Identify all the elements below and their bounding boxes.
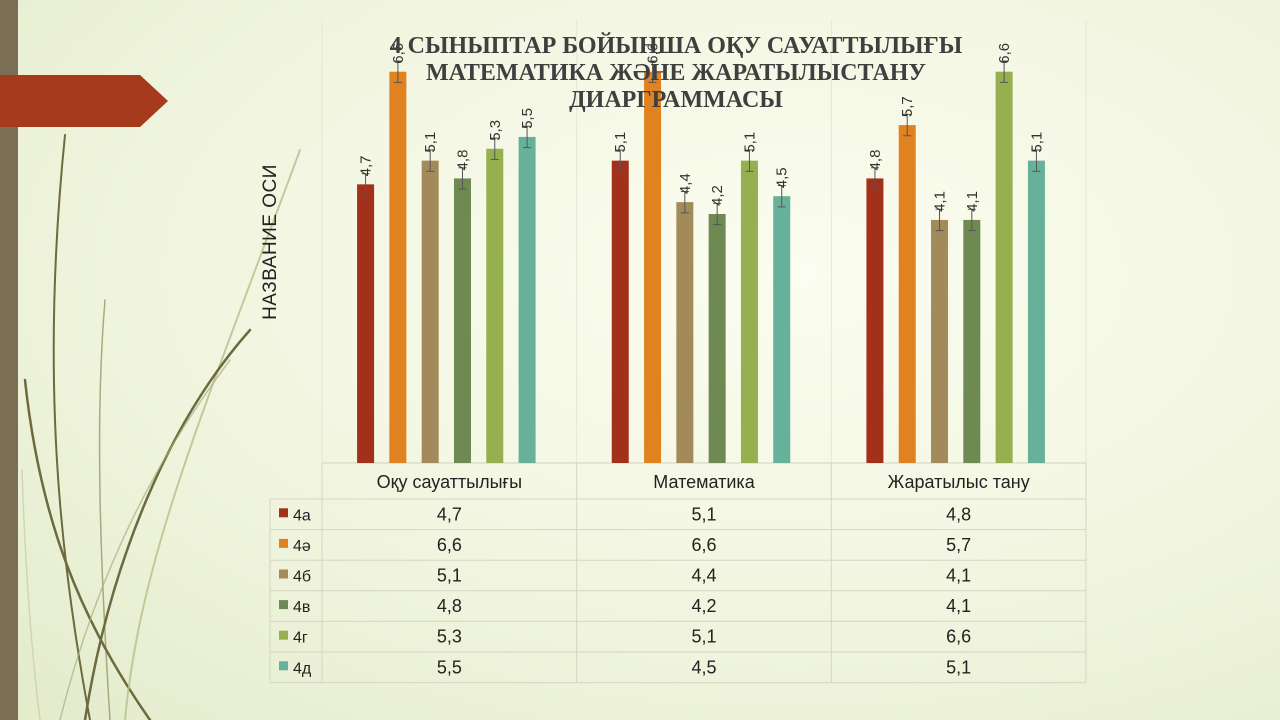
table-cell: 4,7: [437, 504, 462, 524]
red-banner: [0, 75, 168, 127]
chart-title: 4 СЫНЫПТАР БОЙЫНША ОҚУ САУАТТЫЛЫҒЫ МАТЕМ…: [390, 33, 963, 113]
data-label: 5,5: [519, 108, 536, 129]
table-cell: 4,1: [946, 596, 971, 616]
data-label: 4,1: [964, 191, 981, 212]
table-cell: 6,6: [691, 535, 716, 555]
table-cell: 4,8: [437, 596, 462, 616]
table-cell: 4,1: [946, 566, 971, 586]
bar-4г-жаратылыс-тану: [995, 71, 1013, 463]
chart-title-line-3: ДИАРГРАММАСЫ: [569, 87, 783, 113]
data-label: 4,4: [677, 173, 694, 194]
left-accent-stripe: [0, 0, 18, 720]
chart-frame: [321, 20, 1087, 464]
data-label: 4,7: [358, 155, 375, 176]
data-label: 5,1: [422, 132, 439, 153]
bar-4д-математика: [773, 196, 791, 463]
table-row: 4б 5,1 4,4 4,1: [279, 566, 971, 586]
bar-4в-математика: [708, 214, 726, 463]
series-name-4б: 4б: [293, 569, 311, 586]
category-label-жаратылыс-тану: Жаратылыс тану: [888, 472, 1030, 492]
data-label: 6,6: [645, 43, 662, 64]
bar-4а-оқу-сауаттылығы: [357, 184, 375, 463]
table-cell: 5,5: [437, 657, 462, 677]
table-cell: 4,4: [691, 566, 716, 586]
legend-swatch-4г: [279, 630, 288, 640]
table-cell: 6,6: [946, 627, 971, 647]
data-label: 5,1: [741, 132, 758, 153]
table-cell: 5,1: [946, 657, 971, 677]
table-cell: 6,6: [437, 535, 462, 555]
table-cell: 5,1: [691, 627, 716, 647]
table-cell: 5,1: [437, 566, 462, 586]
bar-4ә-жаратылыс-тану: [898, 125, 916, 464]
data-table: Оқу сауаттылығы Математика Жаратылыс тану 4…: [269, 463, 1087, 684]
data-label: 4,8: [454, 150, 471, 171]
table-cell: 5,1: [691, 504, 716, 524]
bar-4б-математика: [676, 202, 694, 463]
bar-4д-оқу-сауаттылығы: [518, 136, 536, 463]
chart-title-line-1: 4 СЫНЫПТАР БОЙЫНША ОҚУ САУАТТЫЛЫҒЫ: [390, 33, 963, 59]
data-label: 6,6: [996, 43, 1013, 64]
bar-4в-оқу-сауаттылығы: [453, 178, 471, 463]
data-label: 4,1: [932, 191, 949, 212]
table-cell: 5,3: [437, 627, 462, 647]
bar-4д-жаратылыс-тану: [1027, 160, 1045, 463]
legend-swatch-4ә: [279, 538, 288, 548]
bar-series-group: 4,7 6,6 5,1 4,8 5,3 5,5 5,1 6,6 4,4 4,2 5,1 4,5 4,8 5…: [357, 43, 1045, 464]
legend-swatch-4в: [279, 600, 288, 610]
bar-4б-жаратылыс-тану: [931, 219, 949, 463]
table-cell: 5,7: [946, 535, 971, 555]
bar-4г-математика: [740, 160, 758, 463]
legend-swatch-4б: [279, 569, 288, 579]
bar-4а-математика: [611, 160, 629, 463]
bar-4ә-математика: [644, 71, 662, 463]
table-row: 4а 4,7 5,1 4,8: [279, 504, 971, 524]
table-cell: 4,5: [691, 657, 716, 677]
data-label: 4,2: [709, 185, 726, 206]
bar-4в-жаратылыс-тану: [963, 219, 981, 463]
bar-4ә-оқу-сауаттылығы: [389, 71, 407, 463]
bar-4а-жаратылыс-тану: [866, 178, 884, 463]
data-label: 4,8: [867, 150, 884, 171]
table-row: 4ә 6,6 6,6 5,7: [279, 535, 971, 555]
data-label: 5,1: [612, 132, 629, 153]
category-label-математика: Математика: [653, 472, 755, 492]
data-label: 6,6: [390, 43, 407, 64]
series-name-4г: 4г: [293, 630, 308, 647]
decorative-curves: [21, 134, 301, 720]
table-row: 4в 4,8 4,2 4,1: [279, 596, 971, 616]
bar-4б-оқу-сауаттылығы: [421, 160, 439, 463]
data-label: 4,5: [774, 167, 791, 188]
legend-swatch-4д: [279, 661, 288, 671]
bar-4г-оқу-сауаттылығы: [486, 148, 504, 464]
y-axis-label: НАЗВАНИЕ ОСИ: [260, 164, 281, 320]
series-name-4в: 4в: [293, 599, 310, 616]
series-name-4а: 4а: [293, 507, 311, 524]
series-name-4д: 4д: [293, 660, 312, 677]
table-cell: 4,2: [691, 596, 716, 616]
chart-title-line-2: МАТЕМАТИКА ЖӘНЕ ЖАРАТЫЛЫСТАНУ: [426, 60, 926, 86]
table-row: 4д 5,5 4,5 5,1: [279, 657, 971, 677]
data-label: 5,1: [1028, 132, 1045, 153]
legend-swatch-4а: [279, 508, 288, 518]
category-label-оқу-сауаттылығы: Оқу сауаттылығы: [377, 472, 522, 492]
series-name-4ә: 4ә: [293, 538, 311, 555]
data-label: 5,7: [899, 96, 916, 117]
data-label: 5,3: [487, 120, 504, 141]
table-cell: 4,8: [946, 504, 971, 524]
table-row: 4г 5,3 5,1 6,6: [279, 627, 971, 647]
